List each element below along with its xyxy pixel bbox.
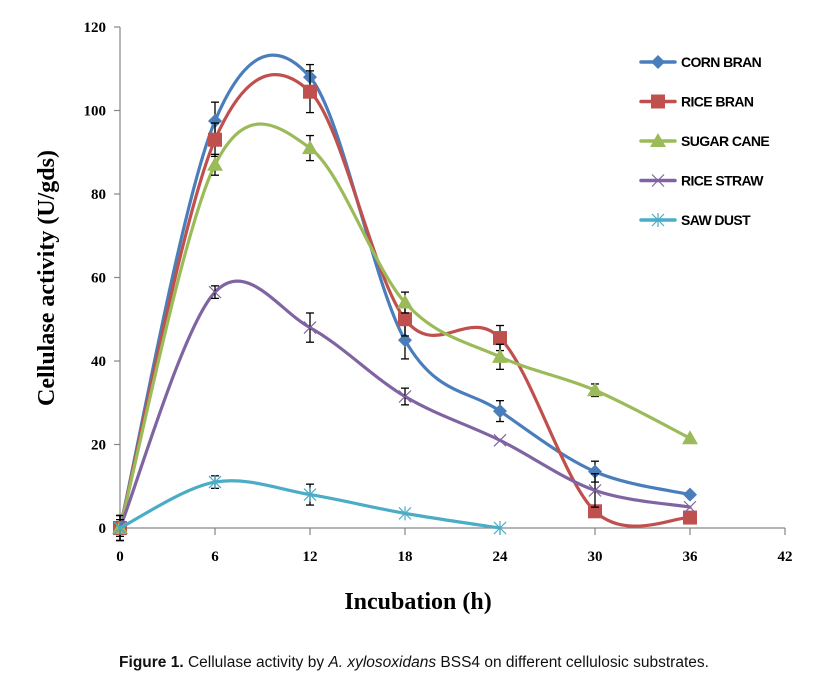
y-tick-label: 120 [84, 20, 107, 36]
data-point-square [208, 132, 222, 147]
y-tick-label: 60 [91, 271, 106, 287]
data-point-triangle [397, 294, 413, 309]
legend-label: SAW DUST [681, 212, 751, 228]
data-point-star [651, 213, 665, 227]
x-tick-label: 18 [398, 549, 413, 565]
data-point-square [683, 510, 697, 525]
series-layer [112, 53, 698, 542]
series-line [118, 122, 692, 530]
data-point-triangle [682, 430, 698, 445]
axes: 0 20 40 60 80 100 120 0 6 12 18 24 30 36 42 [84, 20, 793, 565]
x-axis-title: Incubation (h) [344, 589, 491, 615]
data-point-diamond [208, 113, 222, 128]
x-ticks: 0 6 12 18 24 30 36 42 [116, 528, 793, 565]
x-tick-label: 36 [683, 549, 699, 565]
y-tick-label: 40 [91, 354, 106, 370]
data-point-square [398, 312, 412, 327]
legend: CORN BRAN RICE BRAN SUGAR CANE RICE STRAW SA… [639, 54, 770, 228]
data-point-star [493, 521, 507, 535]
figure-caption: Figure 1. Cellulase activity by A. xylos… [0, 654, 828, 672]
legend-item: CORN BRAN [639, 54, 762, 70]
series-saw-dust [113, 475, 507, 535]
data-point-star [303, 487, 317, 502]
data-point-diamond [588, 464, 602, 479]
data-point-diamond [683, 487, 697, 502]
caption-text-after: BSS4 on different cellulosic substrates. [436, 654, 709, 671]
series-rice-straw [113, 279, 697, 537]
x-tick-label: 6 [211, 549, 219, 565]
data-point-x [303, 321, 317, 335]
x-tick-label: 12 [303, 549, 318, 565]
data-point-x [493, 433, 507, 447]
data-point-square [303, 84, 317, 99]
y-tick-label: 80 [91, 187, 106, 203]
data-point-triangle [650, 133, 666, 147]
legend-label: SUGAR CANE [681, 133, 769, 149]
x-tick-label: 0 [116, 549, 124, 565]
data-point-x [588, 484, 602, 497]
legend-label: RICE STRAW [681, 173, 764, 189]
legend-label: RICE BRAN [681, 94, 754, 110]
data-point-triangle [492, 348, 508, 363]
x-tick-label: 42 [778, 549, 793, 565]
data-point-diamond [398, 333, 412, 348]
data-point-square [493, 331, 507, 346]
x-tick-label: 30 [588, 549, 603, 565]
y-tick-label: 100 [84, 104, 107, 120]
legend-item: SUGAR CANE [639, 133, 770, 149]
data-point-star [113, 521, 127, 535]
y-tick-label: 0 [99, 521, 107, 537]
data-point-triangle [302, 140, 318, 155]
legend-item: RICE STRAW [639, 173, 765, 189]
data-point-x [651, 174, 665, 187]
data-point-square [651, 94, 665, 109]
data-point-x [398, 390, 412, 403]
x-tick-label: 24 [493, 549, 509, 565]
data-point-star [208, 475, 222, 490]
series-line [118, 279, 692, 530]
data-point-triangle [587, 382, 603, 397]
data-point-star [398, 506, 412, 521]
data-point-diamond [651, 55, 665, 69]
data-point-x [683, 500, 697, 514]
data-point-diamond [493, 404, 507, 419]
data-point-square [588, 504, 602, 519]
caption-organism: A. xylosoxidans [328, 654, 437, 671]
legend-label: CORN BRAN [681, 54, 762, 70]
legend-item: RICE BRAN [639, 94, 754, 110]
data-point-triangle [207, 156, 223, 171]
caption-text-before: Cellulase activity by [183, 654, 329, 671]
legend-item: SAW DUST [639, 212, 752, 228]
y-ticks: 0 20 40 60 80 100 120 [84, 20, 120, 537]
caption-label: Figure 1. [119, 654, 184, 671]
y-tick-label: 20 [91, 438, 106, 454]
y-axis-title: Cellulase activity (U/gds) [34, 150, 60, 406]
data-point-x [208, 285, 222, 299]
